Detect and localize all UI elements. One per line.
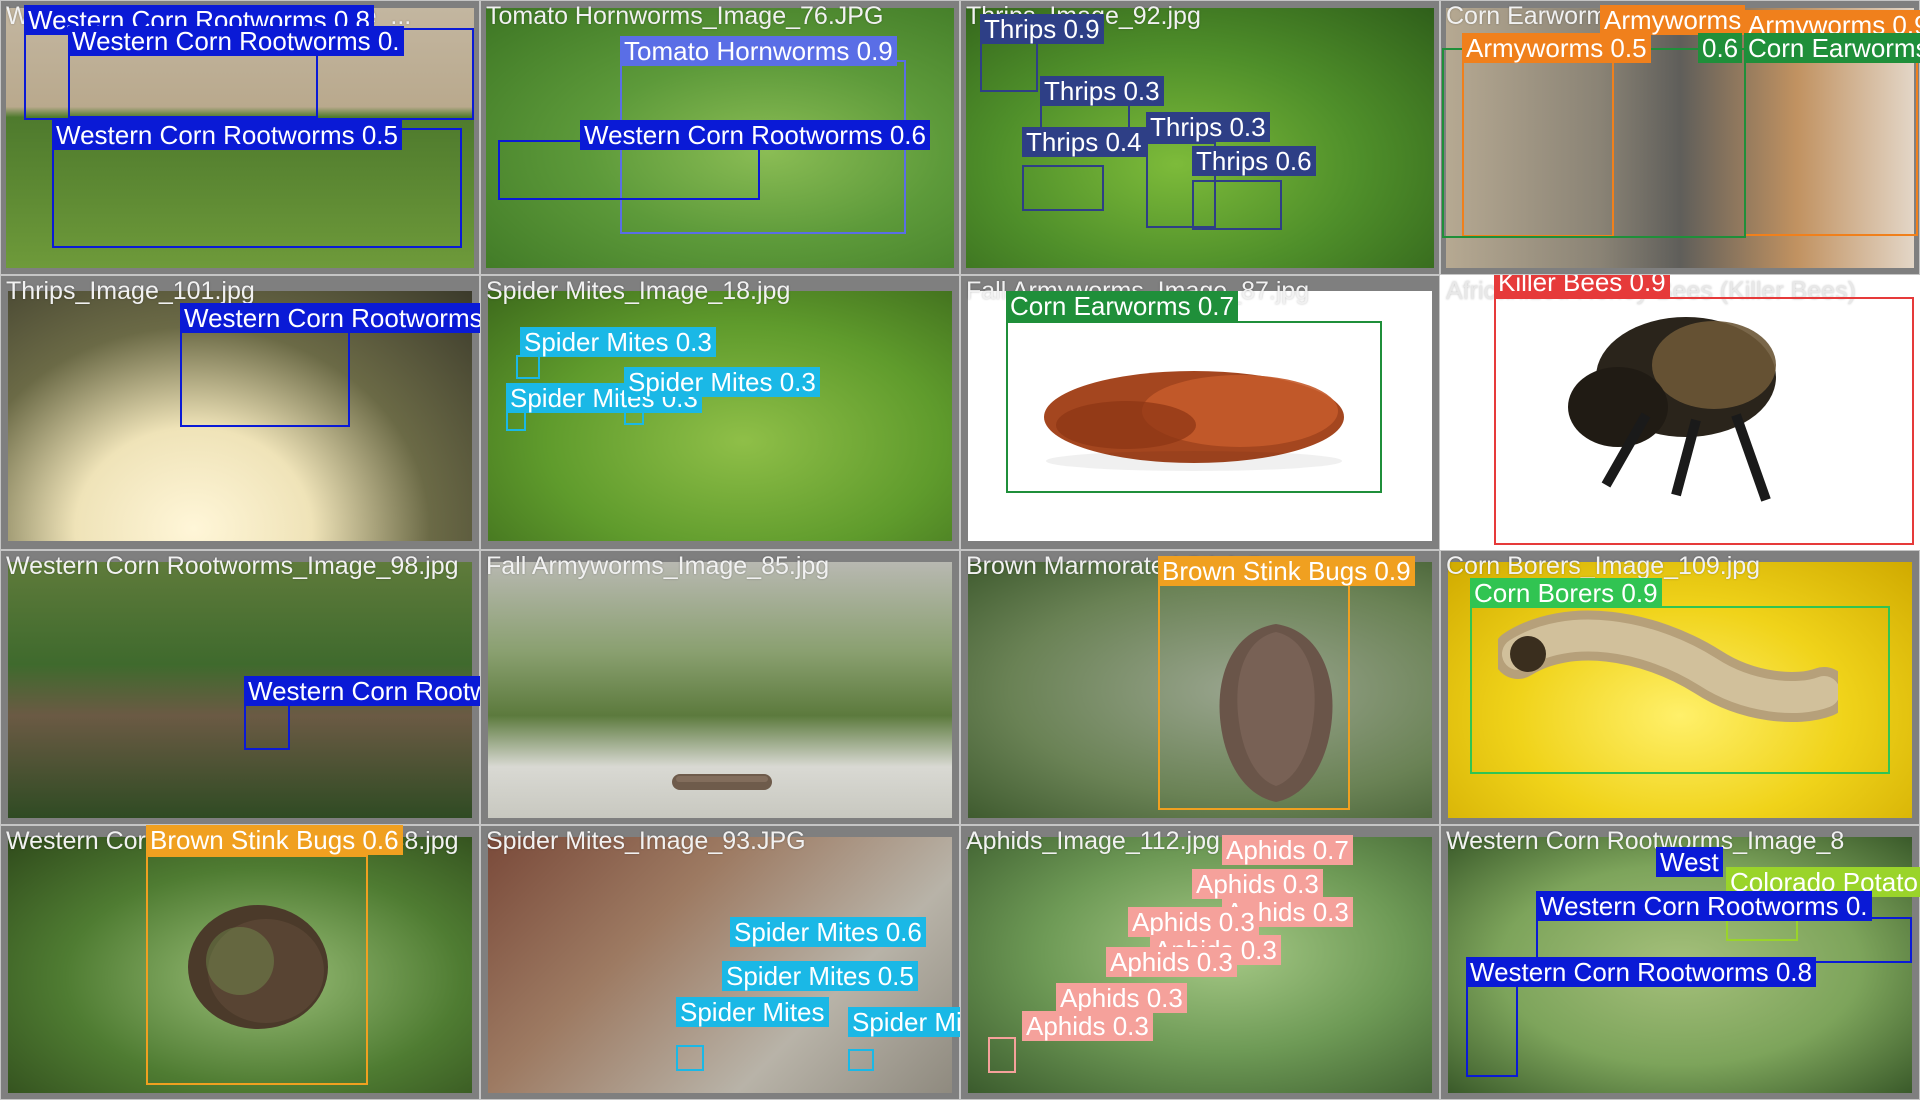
bbox-label: Western Corn Rootworms 0.3 (180, 303, 480, 333)
result-tile-3: Thrips_Image_92.jpg Thrips 0.9 Thrips 0.… (960, 0, 1440, 275)
bbox (1744, 36, 1918, 236)
bbox (1470, 606, 1890, 774)
tile-filename: Aphids_Image_112.jpg (966, 827, 1220, 855)
bbox-label: Aphids 0.3 (1022, 1011, 1153, 1041)
result-tile-13: Western Corn Rootworms_Image_38.jpg Brow… (0, 825, 480, 1100)
bbox (988, 1037, 1016, 1073)
tile-filename: Thrips_Image_101.jpg (6, 277, 255, 305)
bbox-label: Thrips 0.9 (980, 14, 1104, 44)
bbox-label: Corn Borers 0.9 (1470, 578, 1662, 608)
bbox-label: Western Corn Rootworms 0.4 (244, 676, 480, 706)
result-tile-8: Africanized Honey Bees (Killer Bees) Kil… (1440, 275, 1920, 550)
bbox (980, 42, 1038, 92)
tile-filename: Corn Borers_Image_109.jpg (1446, 552, 1761, 580)
bbox-label: Aphids 0.7 (1222, 835, 1353, 865)
tile-filename: Western Corn Rootworms_Image_8 (1446, 827, 1845, 855)
bbox (146, 855, 368, 1085)
bbox-label: Aphids 0.3 (1106, 947, 1237, 977)
bbox (1466, 973, 1518, 1077)
bbox-label: Western Corn Rootworms 0. (68, 26, 404, 56)
bbox-label: Brown Stink Bugs 0.6 (146, 825, 403, 855)
result-tile-14: Spider Mites_Image_93.JPG Spider Mites 0… (480, 825, 960, 1100)
bbox (1442, 48, 1746, 238)
bbox-label: Spider Mites (848, 1007, 960, 1037)
result-tile-2: Tomato Hornworms_Image_76.JPG Tomato Hor… (480, 0, 960, 275)
tile-filename: Spider Mites_Image_18.jpg (486, 277, 791, 305)
bbox (1146, 142, 1216, 228)
bbox (1022, 165, 1104, 211)
bbox-label: Spider Mites 0.3 (624, 367, 820, 397)
result-tile-6: Spider Mites_Image_18.jpg Spider Mites 0… (480, 275, 960, 550)
bbox-label: Western Corn Rootworms 0. (1536, 891, 1872, 921)
result-tile-7: Fall Armyworms_Image_87.jpg Corn Earworm… (960, 275, 1440, 550)
bbox-label: Spider Mites 0.3 (520, 327, 716, 357)
tile-filename: Western Corn Rootworms_Image_98.jpg (6, 552, 459, 580)
result-tile-10: Fall Armyworms_Image_85.jpg (480, 550, 960, 825)
bbox-label: Killer Bees 0.9 (1494, 275, 1670, 297)
tile-filename: Spider Mites_Image_93.JPG (486, 827, 806, 855)
bbox-label: Corn Earworms (1744, 33, 1920, 63)
bbox (1006, 321, 1382, 493)
result-tile-1: Western Corn Rootworms_Image_... Western… (0, 0, 480, 275)
bbox-label: Spider Mites 0.5 (722, 961, 918, 991)
bbox (68, 48, 318, 118)
bbox-label: Aphids 0.3 (1192, 869, 1323, 899)
bbox-label: Thrips 0.6 (1192, 146, 1316, 176)
bbox-label: Spider Mites (676, 997, 829, 1027)
tile-filename: Tomato Hornworms_Image_76.JPG (486, 2, 884, 30)
tile-filename: Fall Armyworms_Image_85.jpg (486, 552, 830, 580)
bbox-label: Western Corn Rootworms 0.5 (52, 120, 402, 150)
result-tile-15: Aphids_Image_112.jpg Aphids 0.7 Aphids 0… (960, 825, 1440, 1100)
result-tile-16: Western Corn Rootworms_Image_8 Colorado … (1440, 825, 1920, 1100)
bbox-label: Western Corn Rootworms 0.6 (580, 120, 930, 150)
bbox-label: Western Corn Rootworms 0.8 (1466, 957, 1816, 987)
bbox (244, 702, 290, 750)
result-tile-12: Corn Borers_Image_109.jpg Corn Borers 0.… (1440, 550, 1920, 825)
bbox-label: Brown Stink Bugs 0.9 (1158, 556, 1415, 586)
bbox (848, 1049, 874, 1071)
bbox (516, 355, 540, 379)
bbox-label: Spider Mites 0.6 (730, 917, 926, 947)
bbox-label: Tomato Hornworms 0.9 (620, 36, 897, 66)
result-tile-9: Western Corn Rootworms_Image_98.jpg West… (0, 550, 480, 825)
tile-image (968, 562, 1432, 818)
bbox (1494, 297, 1914, 545)
bbox-label: Aphids 0.3 (1128, 907, 1259, 937)
bbox-label: 0.6 (1698, 33, 1743, 63)
bbox-label: Armyworms 0.5 (1462, 33, 1651, 63)
result-tile-5: Thrips_Image_101.jpg Western Corn Rootwo… (0, 275, 480, 550)
result-tile-11: Brown Marmorated Stink Bugs Brown Stink … (960, 550, 1440, 825)
bbox (1158, 584, 1350, 810)
bbox-label: Thrips 0.4 (1022, 127, 1146, 157)
bbox (676, 1045, 704, 1071)
bbox-label: Thrips 0.3 (1146, 112, 1270, 142)
bbox-label: Aphids 0.3 (1056, 983, 1187, 1013)
bbox-label: West (1656, 847, 1723, 877)
bbox-label: Corn Earworms 0.7 (1006, 291, 1238, 321)
bbox-label: Thrips 0.3 (1040, 76, 1164, 106)
result-tile-4: Corn Earworms_Image_... Armyworms 0.5 Ar… (1440, 0, 1920, 275)
tile-image (488, 562, 952, 818)
bbox (1192, 180, 1282, 230)
bbox-label: Armyworms (1600, 5, 1746, 35)
